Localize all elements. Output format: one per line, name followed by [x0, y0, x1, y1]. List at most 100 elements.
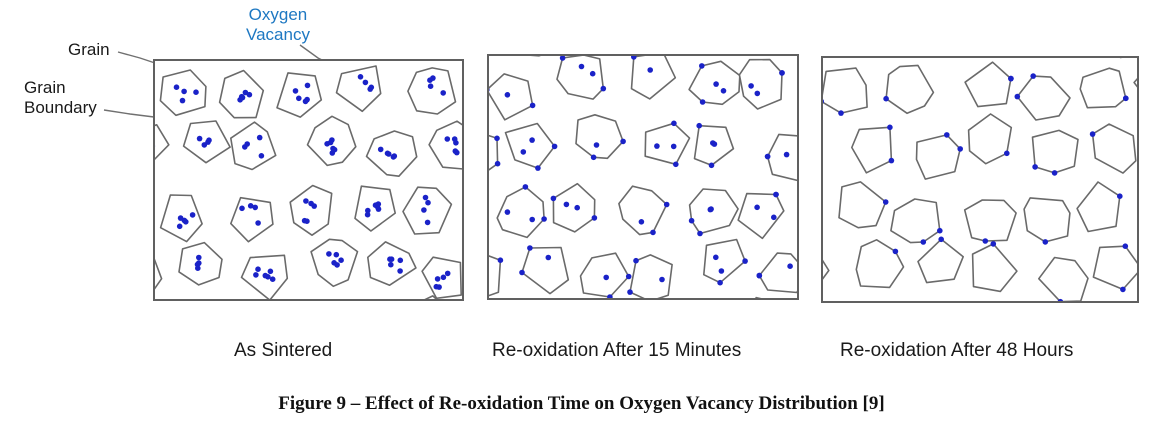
oxygen-vacancy-dot	[944, 132, 950, 138]
oxygen-vacancy-dot	[140, 270, 146, 276]
grain	[737, 192, 785, 240]
oxygen-vacancy-dot	[122, 335, 128, 341]
grain	[407, 67, 457, 115]
oxygen-vacancy-dot	[444, 270, 451, 277]
oxygen-vacancy-dot	[758, 333, 764, 339]
oxygen-vacancy-dot	[362, 79, 369, 86]
oxygen-vacancy-dot	[123, 342, 129, 348]
oxygen-vacancy-dot	[511, 19, 517, 25]
panel-48-hours	[758, 56, 1163, 357]
oxygen-vacancy-dot	[388, 28, 394, 34]
oxygen-vacancy-dot	[454, 149, 460, 156]
grain-boundary-label-line1: Grain	[24, 78, 66, 97]
grain	[618, 185, 668, 236]
grain	[424, 295, 438, 299]
grain	[1092, 245, 1137, 291]
oxygen-vacancy-dot	[253, 24, 259, 30]
oxygen-vacancy-dot	[699, 99, 706, 105]
oxygen-vacancy-dot	[590, 154, 597, 161]
oxygen-vacancy-dot	[559, 56, 566, 61]
oxygen-vacancy-dot	[479, 196, 485, 202]
grain	[629, 0, 677, 38]
oxygen-vacancy-dot	[883, 95, 889, 102]
oxygen-vacancy-dot	[1028, 332, 1034, 338]
panel-15-minutes	[474, 0, 843, 338]
oxygen-vacancy-dot	[239, 205, 245, 212]
oxygen-vacancy-dot	[132, 138, 138, 144]
oxygen-vacancy-dot	[155, 145, 156, 147]
grain	[917, 238, 965, 284]
oxygen-vacancy-dot	[375, 334, 381, 340]
oxygen-vacancy-dot	[374, 203, 381, 210]
grain	[823, 259, 830, 280]
oxygen-vacancy-dot	[427, 83, 434, 89]
oxygen-vacancy-dot	[837, 34, 843, 40]
oxygen-vacancy-dot	[244, 141, 250, 147]
grain	[1076, 181, 1121, 233]
oxygen-vacancy-dot	[450, 35, 456, 41]
oxygen-vacancy-dot	[132, 138, 138, 144]
oxygen-vacancy-dot	[480, 210, 486, 216]
oxygen-vacancy-dot	[262, 37, 268, 43]
oxygen-vacancy-dot	[540, 32, 546, 38]
grain	[738, 58, 783, 110]
oxygen-vacancy-dot	[707, 326, 713, 332]
oxygen-vacancy-dot	[504, 92, 511, 98]
oxygen-vacancy-dot	[670, 143, 677, 150]
grain	[1150, 189, 1163, 241]
oxygen-vacancy-dot	[794, 329, 800, 335]
oxygen-vacancy-dot	[135, 30, 141, 36]
oxygen-vacancy-dot	[109, 87, 115, 93]
oxygen-vacancy-dot	[480, 214, 486, 220]
panel-caption-as-sintered: As Sintered	[234, 340, 333, 361]
oxygen-vacancy-dot	[715, 6, 721, 12]
oxygen-vacancy-dot	[527, 245, 533, 251]
oxygen-vacancy-dot	[181, 88, 187, 95]
oxygen-vacancy-dot	[134, 213, 140, 219]
oxygen-vacancy-dot	[112, 91, 118, 97]
grain	[761, 310, 799, 357]
grain	[693, 0, 737, 41]
microstructure-diagram	[100, 0, 1163, 357]
oxygen-vacancy-dot	[442, 36, 448, 42]
grain-boundary-leader-line	[103, 109, 163, 119]
oxygen-vacancy-dot	[1120, 286, 1126, 293]
oxygen-vacancy-dot	[957, 146, 963, 152]
grain	[688, 188, 739, 235]
oxygen-vacancy-dot	[520, 332, 526, 338]
oxygen-vacancy-dot	[482, 26, 488, 32]
grain	[155, 258, 163, 290]
grain	[915, 134, 962, 180]
oxygen-vacancy-dot	[422, 194, 429, 201]
oxygen-vacancy-dot	[816, 137, 822, 143]
oxygen-vacancy-dot	[649, 322, 655, 328]
oxygen-vacancy-dot	[494, 135, 500, 142]
oxygen-vacancy-dot	[255, 220, 261, 226]
oxygen-vacancy-dot	[315, 330, 321, 336]
oxygen-vacancy-dot	[798, 12, 804, 18]
oxygen-vacancy-dot	[200, 29, 206, 35]
oxygen-vacancy-dot	[390, 28, 396, 34]
oxygen-vacancy-dot	[239, 94, 246, 101]
grain	[1154, 128, 1163, 172]
grain	[100, 66, 145, 113]
oxygen-vacancy-dot	[771, 214, 777, 221]
oxygen-vacancy-dot	[773, 191, 779, 198]
oxygen-vacancy-label-line1: Oxygen	[248, 5, 308, 24]
oxygen-vacancy-dot	[748, 83, 754, 89]
grain	[230, 121, 277, 171]
grain	[885, 64, 935, 115]
oxygen-vacancy-dot	[489, 88, 490, 92]
oxygen-vacancy-dot	[786, 332, 792, 338]
oxygen-vacancy-dot	[529, 216, 535, 223]
oxygen-vacancy-dot	[474, 272, 480, 278]
oxygen-vacancy-dot	[813, 212, 819, 218]
oxygen-vacancy-dot	[357, 74, 364, 80]
oxygen-vacancy-dot	[620, 138, 626, 145]
oxygen-vacancy-dot	[121, 210, 127, 216]
oxygen-vacancy-dot	[833, 8, 839, 14]
grain	[644, 122, 691, 166]
grain	[530, 56, 542, 57]
grain-boundary-label: Grain Boundary	[24, 78, 97, 118]
oxygen-vacancy-dot	[120, 334, 126, 340]
